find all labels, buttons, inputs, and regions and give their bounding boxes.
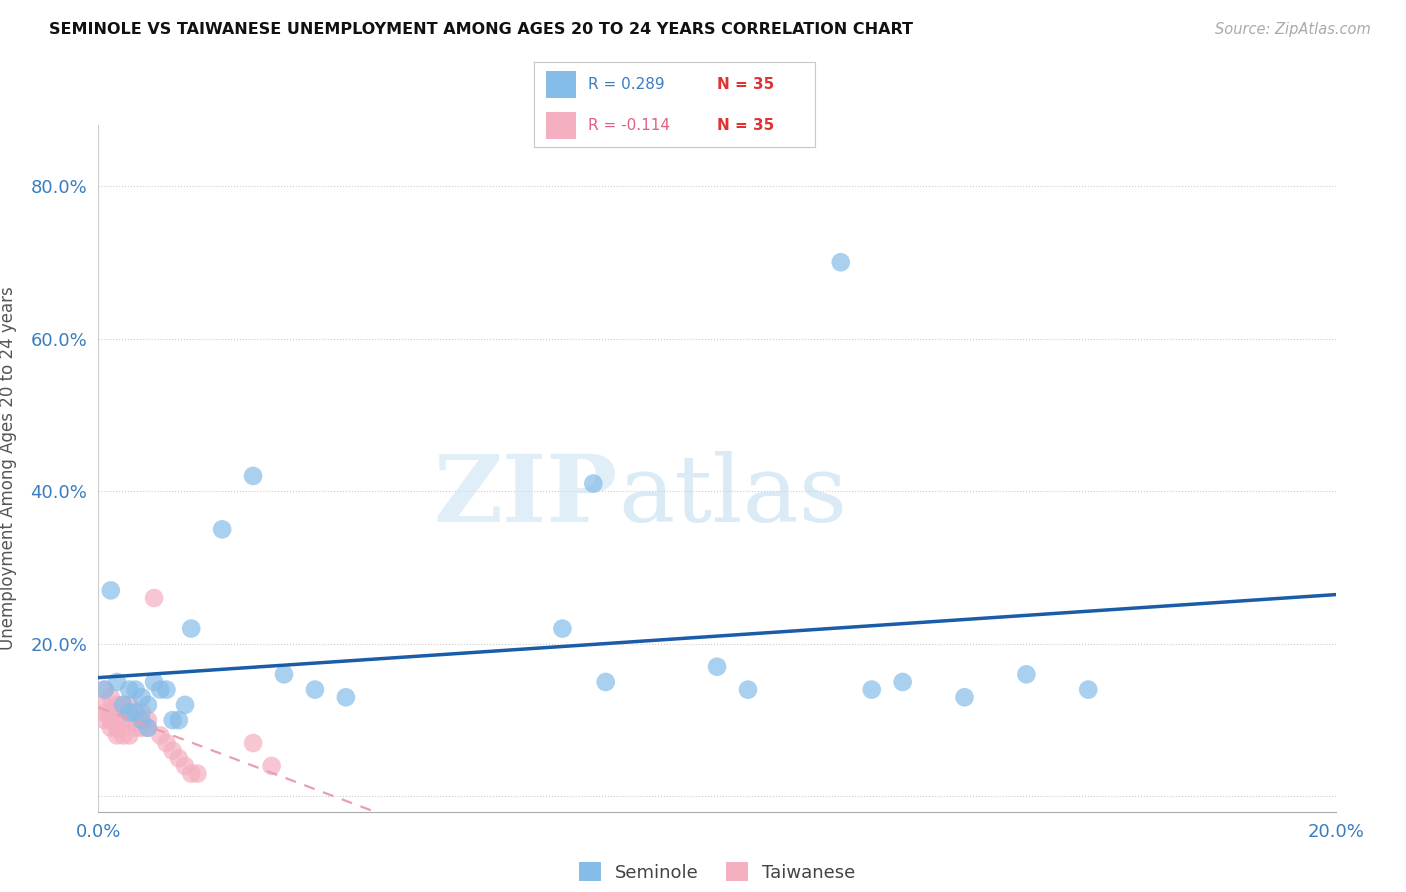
Point — [335, 690, 357, 705]
Point — [149, 682, 172, 697]
Point — [143, 675, 166, 690]
Legend: Seminole, Taiwanese: Seminole, Taiwanese — [579, 863, 855, 881]
Point — [1077, 682, 1099, 697]
Point — [260, 759, 283, 773]
Point — [124, 682, 146, 697]
Point — [551, 622, 574, 636]
Point — [93, 706, 115, 720]
Point — [100, 721, 122, 735]
Y-axis label: Unemployment Among Ages 20 to 24 years: Unemployment Among Ages 20 to 24 years — [0, 286, 17, 650]
Point — [155, 682, 177, 697]
Point — [118, 698, 141, 712]
Text: atlas: atlas — [619, 450, 848, 541]
Point — [124, 706, 146, 720]
Text: SEMINOLE VS TAIWANESE UNEMPLOYMENT AMONG AGES 20 TO 24 YEARS CORRELATION CHART: SEMINOLE VS TAIWANESE UNEMPLOYMENT AMONG… — [49, 22, 914, 37]
Point — [118, 706, 141, 720]
Point — [112, 698, 135, 712]
Point — [162, 713, 184, 727]
Point — [93, 682, 115, 697]
Point — [93, 698, 115, 712]
Point — [136, 721, 159, 735]
Point — [118, 713, 141, 727]
Point — [143, 591, 166, 605]
Text: N = 35: N = 35 — [717, 118, 775, 133]
Point — [162, 744, 184, 758]
Point — [186, 766, 208, 780]
Point — [124, 706, 146, 720]
Text: N = 35: N = 35 — [717, 77, 775, 92]
Bar — [546, 71, 576, 98]
Point — [136, 698, 159, 712]
Point — [131, 713, 153, 727]
Point — [174, 759, 197, 773]
Point — [105, 713, 128, 727]
Point — [100, 706, 122, 720]
Point — [93, 713, 115, 727]
Point — [830, 255, 852, 269]
Point — [155, 736, 177, 750]
Point — [105, 706, 128, 720]
Point — [118, 682, 141, 697]
Point — [211, 522, 233, 536]
Point — [118, 728, 141, 742]
Point — [167, 751, 190, 765]
Text: Source: ZipAtlas.com: Source: ZipAtlas.com — [1215, 22, 1371, 37]
Point — [242, 469, 264, 483]
Point — [131, 721, 153, 735]
Text: ZIP: ZIP — [434, 450, 619, 541]
Point — [100, 690, 122, 705]
Point — [1015, 667, 1038, 681]
Point — [706, 659, 728, 673]
Point — [167, 713, 190, 727]
Point — [105, 721, 128, 735]
Point — [595, 675, 617, 690]
Point — [105, 675, 128, 690]
Point — [112, 698, 135, 712]
Point — [112, 713, 135, 727]
Text: R = 0.289: R = 0.289 — [588, 77, 664, 92]
Point — [860, 682, 883, 697]
Point — [124, 721, 146, 735]
Point — [737, 682, 759, 697]
Point — [131, 690, 153, 705]
Point — [136, 713, 159, 727]
Point — [100, 713, 122, 727]
Point — [174, 698, 197, 712]
Point — [953, 690, 976, 705]
Bar — [546, 112, 576, 139]
Point — [273, 667, 295, 681]
Point — [149, 728, 172, 742]
Point — [93, 682, 115, 697]
Point — [242, 736, 264, 750]
Point — [100, 583, 122, 598]
Point — [105, 698, 128, 712]
Text: R = -0.114: R = -0.114 — [588, 118, 669, 133]
Point — [180, 622, 202, 636]
Point — [582, 476, 605, 491]
Point — [304, 682, 326, 697]
Point — [131, 706, 153, 720]
Point — [180, 766, 202, 780]
Point — [136, 721, 159, 735]
Point — [891, 675, 914, 690]
Point — [105, 728, 128, 742]
Point — [112, 728, 135, 742]
